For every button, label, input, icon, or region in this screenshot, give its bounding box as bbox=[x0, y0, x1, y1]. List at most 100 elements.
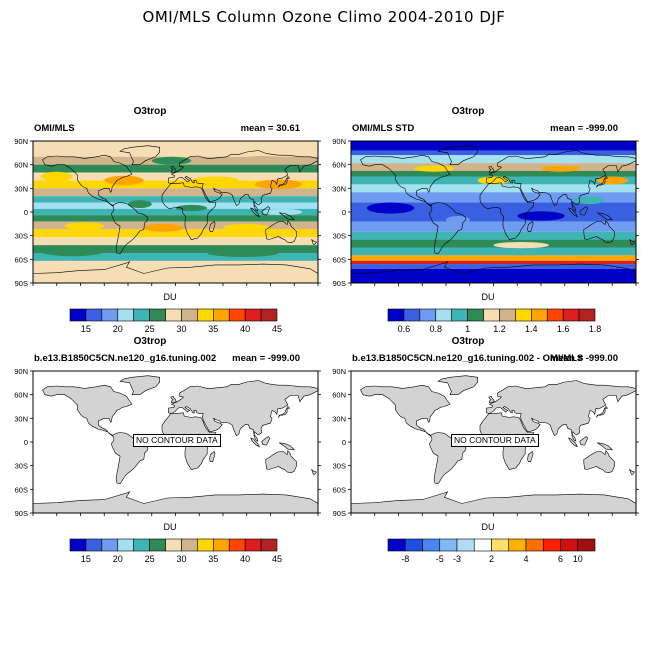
colorbar-swatch bbox=[165, 538, 182, 552]
coastline-north-america bbox=[42, 154, 133, 206]
panel-mean-label: mean = 30.61 bbox=[240, 123, 300, 134]
coastline-madagascar bbox=[209, 221, 216, 232]
lat-tick-label: 30S bbox=[15, 232, 28, 241]
colorbar-swatch bbox=[181, 308, 198, 322]
field-band bbox=[351, 155, 636, 164]
panel-left-label: b.e13.B1850C5CN.ne120_g16.tuning.002 - O… bbox=[352, 353, 584, 364]
field-band bbox=[351, 260, 636, 265]
field-band bbox=[351, 202, 636, 222]
colorbar-tick-label: 25 bbox=[145, 554, 155, 564]
colorbar-swatch bbox=[69, 538, 87, 552]
coastline-south-america bbox=[429, 202, 467, 255]
panel-title: O3trop bbox=[451, 336, 485, 347]
panel-left-label: b.e13.B1850C5CN.ne120_g16.tuning.002 bbox=[34, 353, 217, 364]
map-plot: 90N 60N 30N 0 30S 60S 90S -8 -5 -3 2 4 6 10 bbox=[332, 367, 639, 564]
field-patch bbox=[541, 165, 581, 172]
field-band bbox=[351, 184, 636, 193]
colorbar-tick-label: 35 bbox=[208, 324, 218, 334]
colorbar-tick-label: 40 bbox=[240, 324, 250, 334]
colorbar-tick-label: 25 bbox=[145, 324, 155, 334]
colorbar-tick-label: 30 bbox=[176, 554, 186, 564]
coastline-north-america bbox=[360, 154, 451, 206]
colorbar-swatch bbox=[560, 538, 579, 552]
lat-tick-label: 30N bbox=[332, 414, 346, 423]
field-band bbox=[33, 180, 318, 189]
colorbar-swatch bbox=[133, 538, 150, 552]
lat-tick-label: 30N bbox=[14, 184, 28, 193]
colorbar-tick-label: 1.2 bbox=[493, 324, 506, 334]
field-patch bbox=[207, 249, 279, 257]
field-band bbox=[33, 196, 318, 203]
field-patch bbox=[477, 176, 510, 185]
colorbar-swatch bbox=[85, 308, 103, 322]
coastline-britain bbox=[488, 395, 495, 403]
colorbar-swatch bbox=[197, 538, 214, 552]
lat-tick-label: 60S bbox=[15, 255, 28, 264]
colorbar-tick-label: 35 bbox=[208, 554, 218, 564]
field-band bbox=[351, 255, 636, 261]
coastline-eurasia bbox=[168, 150, 318, 212]
lat-tick-label: 90S bbox=[15, 509, 28, 518]
field-band bbox=[351, 231, 636, 240]
colorbar-swatch bbox=[101, 538, 119, 552]
field-band bbox=[33, 245, 318, 254]
coastline-japan bbox=[278, 406, 291, 418]
colorbar-label: DU bbox=[481, 522, 495, 532]
lat-tick-label: 30N bbox=[332, 184, 346, 193]
colorbar-swatch bbox=[499, 308, 516, 322]
colorbar-swatch bbox=[577, 538, 596, 552]
colorbar-tick-label: -3 bbox=[453, 554, 461, 564]
coastline-new-zealand bbox=[629, 238, 635, 245]
colorbar-swatch bbox=[508, 538, 527, 552]
field-band bbox=[33, 237, 318, 246]
map-area bbox=[33, 371, 318, 513]
coastline-australia bbox=[265, 449, 297, 474]
colorbar-swatch bbox=[117, 538, 134, 552]
colorbar-tick-label: -8 bbox=[401, 554, 409, 564]
lat-tick-label: 60N bbox=[332, 391, 346, 400]
colorbar-swatch bbox=[387, 308, 405, 322]
lat-tick-label: 0 bbox=[342, 438, 346, 447]
coastline-madagascar bbox=[527, 221, 534, 232]
colorbar-swatch bbox=[525, 538, 544, 552]
coastline-indonesia-a bbox=[250, 207, 261, 218]
field-patch bbox=[517, 211, 565, 221]
field-patch bbox=[366, 202, 415, 214]
field-band bbox=[351, 247, 636, 256]
lat-tick-label: 60N bbox=[14, 161, 28, 170]
colorbar-swatch bbox=[546, 308, 564, 322]
coastline-africa bbox=[161, 182, 217, 240]
field-patch bbox=[151, 156, 192, 165]
coastline-south-america bbox=[111, 202, 149, 255]
colorbar-swatch bbox=[149, 308, 166, 322]
coastline-new-guinea bbox=[597, 212, 614, 221]
lat-tick-label: 30S bbox=[333, 232, 346, 241]
lat-tick-label: 60S bbox=[333, 255, 346, 264]
panel-left-label: OMI/MLS bbox=[34, 123, 75, 134]
field-band bbox=[33, 229, 318, 238]
coastline-indonesia-a bbox=[568, 437, 579, 448]
coastline-japan bbox=[596, 406, 609, 418]
coastline-britain bbox=[170, 165, 177, 173]
colorbar-tick-label: 6 bbox=[558, 554, 563, 564]
colorbar-swatch bbox=[387, 538, 406, 552]
field-band bbox=[33, 215, 318, 222]
field-band bbox=[33, 164, 318, 173]
colorbar-swatch bbox=[473, 538, 492, 552]
panel-left-label: OMI/MLS STD bbox=[352, 123, 415, 134]
field-patch bbox=[572, 196, 605, 205]
colorbar-tick-label: 15 bbox=[81, 554, 91, 564]
map-panel-ozone-std: O3trop OMI/MLS STD mean = -999.00 90N 60N… bbox=[318, 106, 639, 346]
map-plot: 90N 60N 30N 0 30S 60S 90S 15 20 25 30 35 40 45 bbox=[14, 137, 321, 334]
field-band bbox=[351, 170, 636, 177]
colorbar-swatch bbox=[228, 308, 246, 322]
map-plot: 90N 60N 30N 0 30S 60S 90S 0.6 0.8 1 1.2 1.4 1.6 1.8 bbox=[332, 137, 639, 334]
coastline-new-guinea bbox=[279, 212, 296, 221]
field-patch bbox=[104, 175, 144, 186]
coastline-new-guinea bbox=[279, 442, 296, 451]
colorbar-swatch bbox=[260, 308, 278, 322]
coastline-madagascar bbox=[527, 451, 534, 462]
colorbar-swatch bbox=[435, 308, 452, 322]
panel-title: O3trop bbox=[133, 106, 167, 117]
colorbar-tick-label: 1.8 bbox=[589, 324, 602, 334]
